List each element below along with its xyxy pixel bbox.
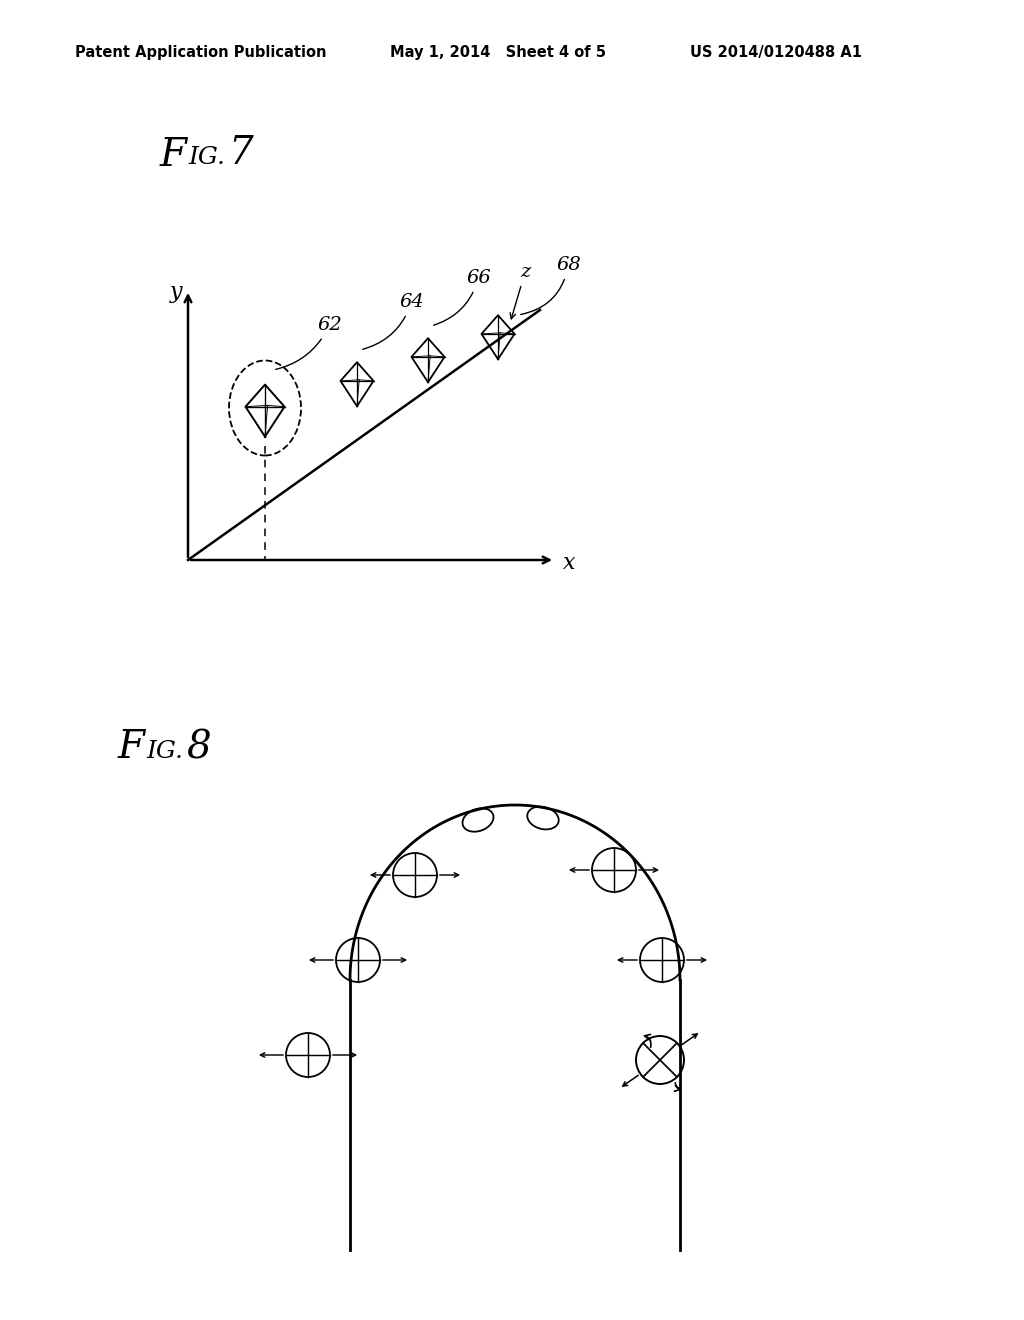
Text: US 2014/0120488 A1: US 2014/0120488 A1 (690, 45, 862, 59)
Text: F: F (118, 730, 145, 767)
Text: x: x (563, 552, 575, 574)
Text: IG.: IG. (146, 741, 183, 763)
Text: 68: 68 (521, 256, 581, 314)
Text: 8: 8 (186, 730, 211, 767)
Text: IG.: IG. (188, 147, 225, 169)
Text: 66: 66 (433, 269, 490, 325)
Text: 7: 7 (228, 135, 253, 172)
Text: y: y (170, 281, 182, 304)
Text: 64: 64 (362, 293, 424, 350)
Text: Patent Application Publication: Patent Application Publication (75, 45, 327, 59)
Text: F: F (160, 136, 187, 173)
Text: z: z (510, 263, 530, 319)
Text: May 1, 2014   Sheet 4 of 5: May 1, 2014 Sheet 4 of 5 (390, 45, 606, 59)
Text: 62: 62 (275, 315, 342, 370)
